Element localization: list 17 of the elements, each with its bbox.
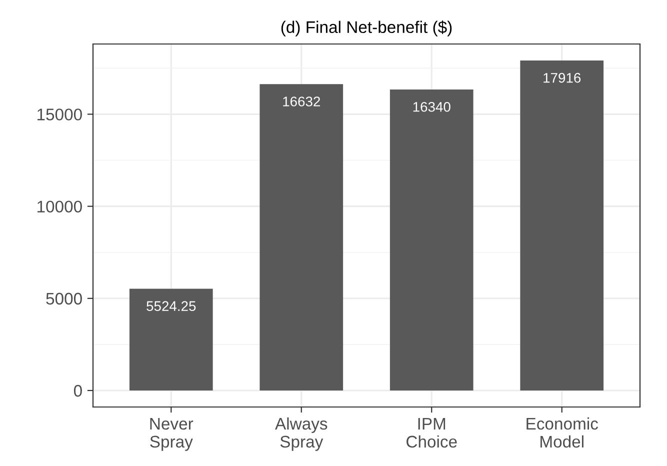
data-label: 5524.25 <box>146 301 196 311</box>
x-tick-label: Never Spray <box>150 418 194 451</box>
y-tick-label: 15000 <box>38 108 82 120</box>
data-label: 16340 <box>413 102 450 112</box>
x-tick-label: IPM Choice <box>406 418 457 448</box>
data-label: 17916 <box>544 72 581 83</box>
data-label: 16632 <box>283 96 320 106</box>
bar <box>520 60 604 390</box>
y-tick-label: 0 <box>74 384 82 397</box>
x-tick-label: Economic Model <box>526 417 598 448</box>
chart-title: (d) Final Net-benefit ($) <box>281 20 452 36</box>
y-tick-label: 10000 <box>38 200 82 213</box>
x-tick-label: Always Spray <box>275 417 328 451</box>
y-tick-label: 5000 <box>46 292 82 305</box>
bar <box>129 288 213 390</box>
bar <box>390 90 474 390</box>
bar <box>260 84 344 390</box>
